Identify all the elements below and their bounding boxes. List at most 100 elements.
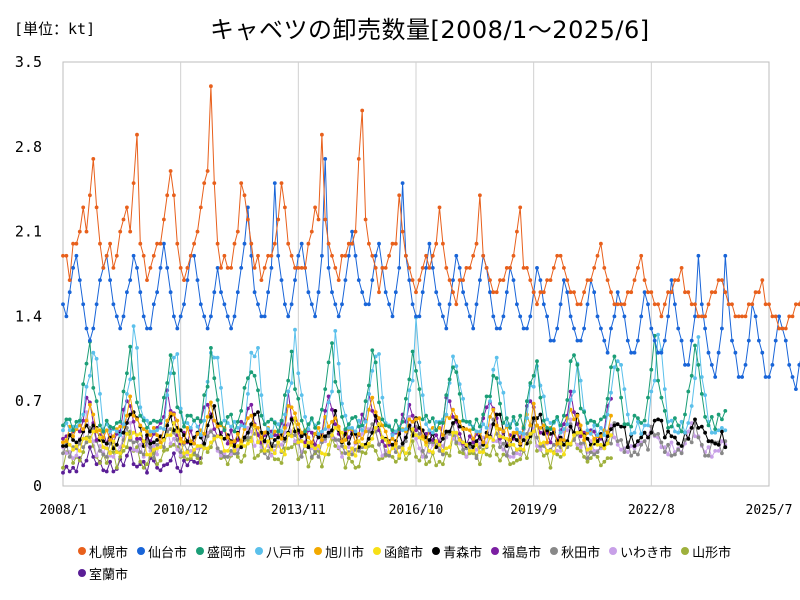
data-point: [545, 417, 549, 422]
data-point: [562, 266, 566, 270]
data-point: [592, 266, 597, 270]
legend-item: 旭川市: [314, 540, 364, 562]
data-point: [266, 427, 270, 431]
data-point: [114, 421, 119, 425]
data-point: [67, 442, 72, 447]
data-point: [551, 427, 556, 431]
data-point: [437, 459, 442, 464]
data-point: [155, 446, 160, 451]
data-point: [545, 426, 549, 430]
data-point: [155, 452, 160, 457]
data-point: [61, 428, 65, 433]
data-point: [488, 290, 492, 295]
data-point: [64, 253, 69, 258]
data-point: [188, 453, 193, 458]
data-point: [84, 440, 89, 445]
data-point: [198, 433, 203, 437]
data-point: [578, 445, 583, 450]
data-point: [602, 446, 607, 451]
x-tick-label: 2019/9: [510, 503, 557, 518]
data-point: [215, 446, 220, 451]
data-point: [676, 430, 681, 435]
data-point: [94, 302, 99, 307]
data-point: [323, 217, 328, 222]
data-point: [135, 132, 139, 137]
data-point: [501, 435, 506, 440]
data-point: [548, 338, 553, 343]
data-point: [696, 335, 701, 339]
data-point: [636, 338, 640, 343]
data-point: [340, 455, 344, 459]
data-point: [683, 363, 687, 367]
data-point: [222, 418, 227, 423]
data-point: [212, 404, 217, 408]
data-point: [441, 452, 445, 457]
data-point: [535, 302, 539, 307]
data-point: [286, 446, 291, 451]
data-point: [205, 169, 210, 173]
data-point: [625, 445, 630, 450]
data-point: [336, 314, 341, 319]
data-point: [602, 266, 607, 270]
data-point: [185, 421, 190, 425]
data-point: [111, 302, 116, 307]
data-point: [81, 463, 86, 468]
data-point: [239, 181, 244, 186]
data-point: [666, 429, 670, 434]
data-point: [289, 381, 294, 385]
data-point: [716, 278, 721, 282]
data-point: [299, 393, 304, 397]
data-point: [138, 241, 143, 246]
data-point: [249, 241, 254, 246]
data-point: [629, 290, 634, 295]
data-point: [703, 430, 707, 435]
data-point: [353, 253, 358, 258]
data-point: [659, 440, 664, 445]
data-point: [168, 458, 173, 463]
data-point: [602, 338, 607, 343]
data-point: [330, 407, 334, 412]
data-point: [286, 389, 291, 394]
data-point: [380, 423, 385, 428]
data-point: [88, 429, 92, 434]
data-point: [535, 449, 539, 453]
data-point: [165, 433, 170, 437]
data-point: [622, 422, 627, 427]
data-point: [666, 442, 670, 447]
legend-item: 盛岡市: [196, 540, 246, 562]
data-point: [427, 241, 432, 246]
data-point: [753, 314, 758, 319]
data-point: [588, 418, 593, 423]
data-point: [740, 375, 744, 379]
data-point: [491, 438, 496, 442]
data-point: [444, 446, 449, 451]
data-point: [679, 429, 684, 434]
data-point: [393, 290, 398, 295]
data-point: [148, 421, 153, 425]
data-point: [84, 458, 89, 463]
data-point: [464, 427, 469, 431]
data-point: [478, 424, 482, 429]
data-point: [713, 441, 718, 446]
data-point: [279, 418, 284, 423]
y-tick-label: 2.8: [15, 138, 42, 156]
data-point: [356, 157, 361, 161]
data-point: [629, 444, 634, 448]
data-point: [114, 450, 119, 454]
data-point: [538, 278, 543, 282]
data-point: [471, 326, 476, 331]
data-point: [360, 432, 365, 436]
data-point: [565, 422, 570, 427]
data-point: [121, 217, 126, 222]
data-point: [326, 241, 331, 246]
data-point: [202, 446, 207, 451]
data-point: [296, 440, 301, 445]
data-point: [168, 371, 173, 376]
data-point: [84, 326, 89, 331]
data-point: [131, 253, 136, 258]
data-point: [703, 415, 707, 419]
data-point: [397, 193, 402, 198]
data-point: [370, 278, 375, 282]
data-point: [74, 453, 79, 458]
data-point: [185, 413, 190, 418]
